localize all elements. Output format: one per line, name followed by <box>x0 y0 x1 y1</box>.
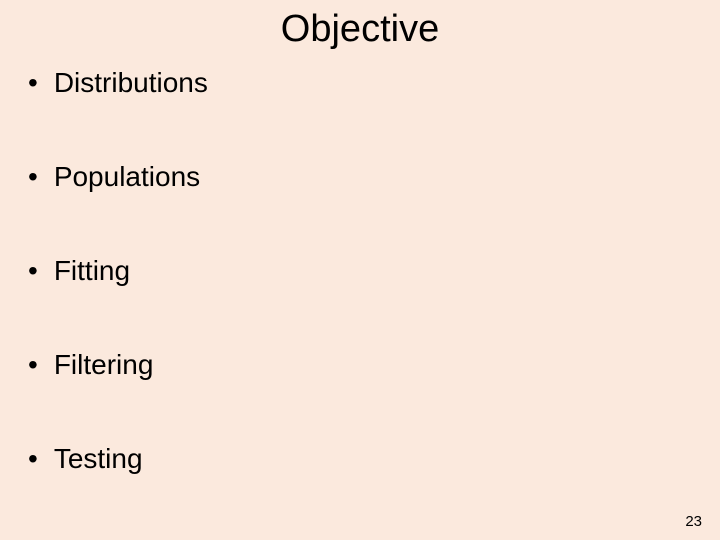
list-item: Distributions <box>28 67 720 99</box>
slide-title: Objective <box>0 0 720 67</box>
page-number: 23 <box>685 513 702 530</box>
list-item: Testing <box>28 443 720 475</box>
list-item: Populations <box>28 161 720 193</box>
bullet-list: Distributions Populations Fitting Filter… <box>0 67 720 475</box>
list-item: Fitting <box>28 255 720 287</box>
list-item: Filtering <box>28 349 720 381</box>
